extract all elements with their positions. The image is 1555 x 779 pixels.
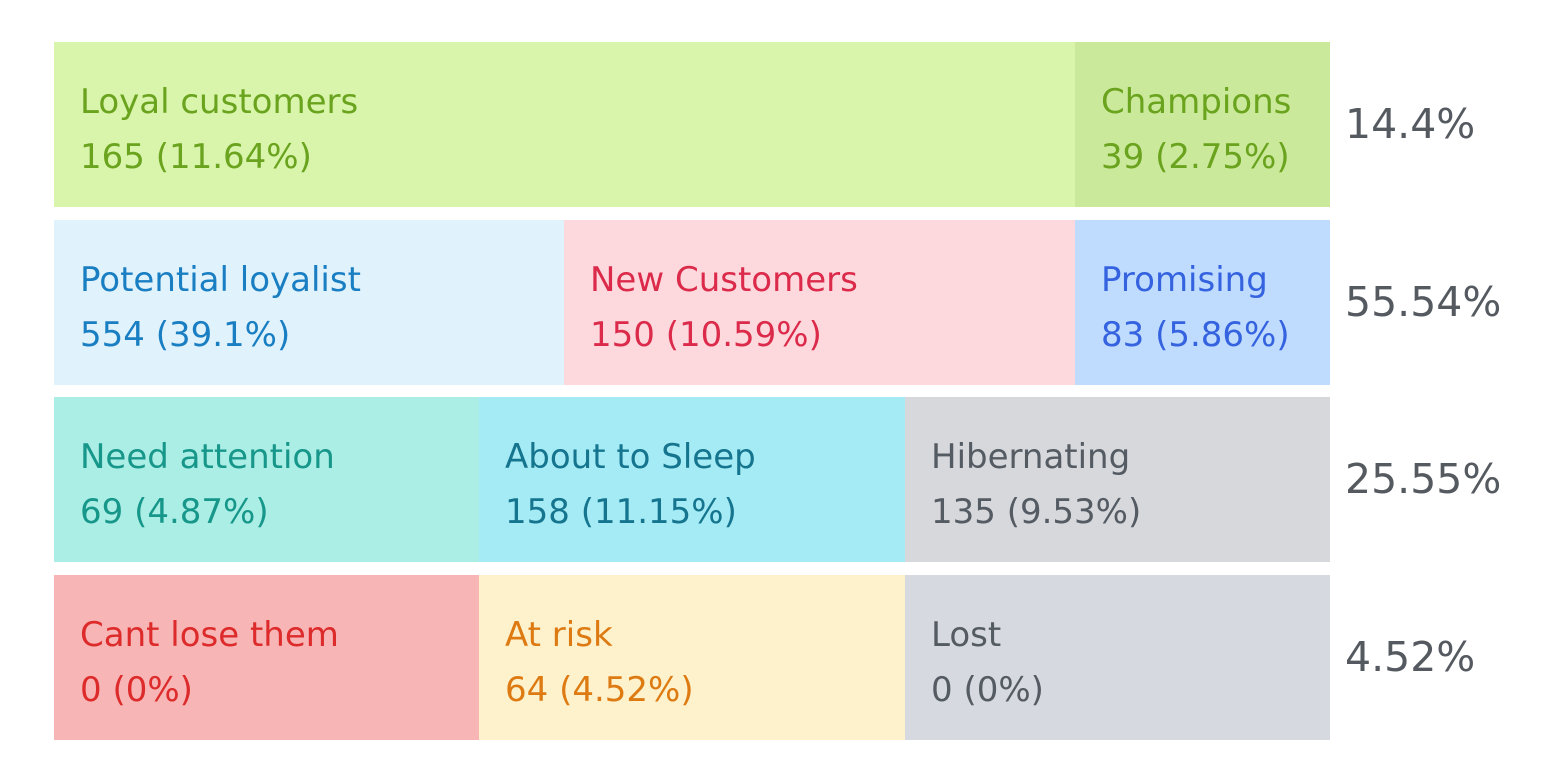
- segment-cell: Cant lose them 0 (0%): [54, 575, 479, 740]
- segment-cell: Champions 39 (2.75%): [1075, 42, 1330, 207]
- segment-row: Loyal customers 165 (11.64%) Champions 39 (…: [54, 42, 1330, 207]
- segment-detail: 64 (4.52%): [505, 670, 694, 710]
- segment-detail: 158 (11.15%): [505, 492, 737, 532]
- row-total: 4.52%: [1345, 633, 1476, 681]
- segment-cell: Promising 83 (5.86%): [1075, 220, 1330, 385]
- segment-row: Potential loyalist 554 (39.1%) New Custome…: [54, 220, 1330, 385]
- row-total: 25.55%: [1345, 455, 1502, 503]
- segment-cell: Potential loyalist 554 (39.1%): [54, 220, 564, 385]
- segment-detail: 165 (11.64%): [80, 137, 312, 177]
- segment-label: Champions: [1101, 82, 1292, 122]
- segment-label: Need attention: [80, 437, 335, 477]
- segment-cell: New Customers 150 (10.59%): [564, 220, 1075, 385]
- segment-label: Lost: [931, 615, 1002, 655]
- segment-cell: Need attention 69 (4.87%): [54, 397, 479, 562]
- segment-cell: About to Sleep 158 (11.15%): [479, 397, 905, 562]
- segment-label: About to Sleep: [505, 437, 756, 477]
- segment-cell: Loyal customers 165 (11.64%): [54, 42, 1075, 207]
- segment-row: Need attention 69 (4.87%) About to Sleep 15…: [54, 397, 1330, 562]
- segment-detail: 69 (4.87%): [80, 492, 269, 532]
- segment-label: New Customers: [590, 260, 858, 300]
- segment-detail: 150 (10.59%): [590, 315, 822, 355]
- row-total: 55.54%: [1345, 278, 1502, 326]
- segment-label: Potential loyalist: [80, 260, 361, 300]
- segment-cell: Hibernating 135 (9.53%): [905, 397, 1330, 562]
- segment-detail: 554 (39.1%): [80, 315, 291, 355]
- segment-label: Promising: [1101, 260, 1268, 300]
- segment-label: Cant lose them: [80, 615, 339, 655]
- segment-label: At risk: [505, 615, 613, 655]
- segment-detail: 83 (5.86%): [1101, 315, 1290, 355]
- segment-row: Cant lose them 0 (0%) At risk 64 (4.52%) Los…: [54, 575, 1330, 740]
- segment-detail: 135 (9.53%): [931, 492, 1142, 532]
- segment-detail: 39 (2.75%): [1101, 137, 1290, 177]
- segment-cell: At risk 64 (4.52%): [479, 575, 905, 740]
- segment-detail: 0 (0%): [80, 670, 193, 710]
- segment-label: Loyal customers: [80, 82, 359, 122]
- segment-cell: Lost 0 (0%): [905, 575, 1330, 740]
- segment-detail: 0 (0%): [931, 670, 1044, 710]
- segment-label: Hibernating: [931, 437, 1131, 477]
- row-total: 14.4%: [1345, 100, 1476, 148]
